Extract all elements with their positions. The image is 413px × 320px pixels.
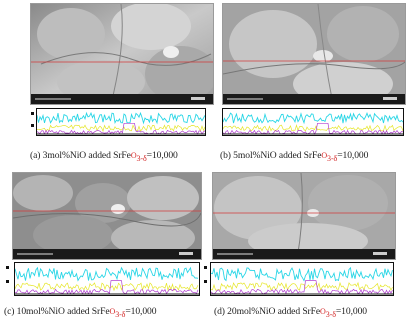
caption-c: (c) 10mol%NiO added SrFeO3-δ=10,000	[4, 306, 157, 319]
caption-b: (b) 5mol%NiO added SrFeO3-δ=10,000	[220, 150, 369, 163]
sem-image-a	[30, 3, 214, 105]
linescan-plot-a	[36, 108, 206, 136]
linescan-series-0	[211, 266, 393, 282]
linescan-series-1	[211, 281, 393, 292]
linescan-series-0	[15, 266, 199, 282]
axis-marker	[31, 112, 34, 115]
linescan-series-2	[37, 122, 205, 135]
axis-marker	[204, 266, 207, 269]
linescan-plot-d	[210, 262, 394, 296]
sem-image-b	[222, 3, 406, 105]
axis-marker	[31, 124, 34, 127]
sem-image-d	[212, 172, 396, 260]
linescan-series-1	[223, 124, 403, 132]
linescan-plot-c	[14, 262, 200, 296]
caption-d: (d) 20mol%NiO added SrFeO3-δ=10,000	[214, 306, 367, 319]
linescan-series-0	[37, 111, 205, 125]
axis-marker	[6, 266, 9, 269]
sem-image-c	[12, 172, 202, 260]
axis-marker	[204, 280, 207, 283]
linescan-plot-b	[222, 108, 404, 136]
caption-a: (a) 3mol%NiO added SrFeO3-δ=10,000	[30, 150, 178, 163]
linescan-series-0	[223, 111, 403, 125]
linescan-series-2	[15, 280, 199, 295]
axis-marker	[6, 280, 9, 283]
linescan-series-1	[15, 282, 199, 292]
linescan-series-1	[37, 124, 205, 133]
linescan-series-2	[211, 280, 393, 295]
